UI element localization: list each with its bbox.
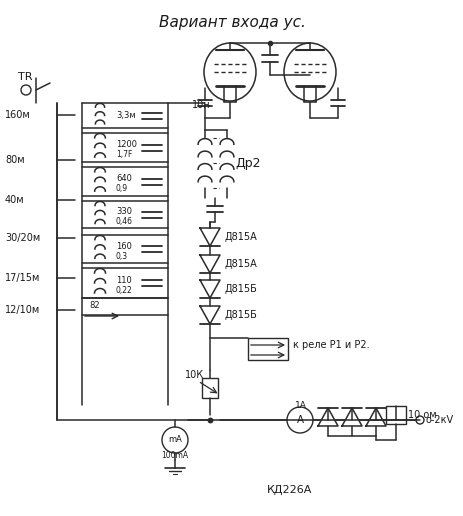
Polygon shape (200, 228, 219, 246)
Text: 100mА: 100mА (161, 452, 188, 460)
Text: 0,22: 0,22 (116, 285, 132, 295)
Text: о-2кV: о-2кV (425, 415, 453, 425)
Text: Вариант входа ус.: Вариант входа ус. (158, 14, 305, 29)
Text: 160: 160 (116, 241, 131, 250)
Text: 0,9: 0,9 (116, 184, 128, 193)
Text: 110: 110 (116, 276, 131, 284)
Polygon shape (341, 408, 361, 426)
Polygon shape (200, 255, 219, 273)
Text: 1,7F: 1,7F (116, 150, 132, 159)
Text: 12/10м: 12/10м (5, 305, 40, 315)
Text: 160м: 160м (5, 110, 31, 120)
Text: mА: mА (168, 436, 181, 444)
Polygon shape (200, 280, 219, 298)
Text: Д815А: Д815А (225, 232, 257, 242)
Text: 640: 640 (116, 174, 131, 183)
Text: Д815Б: Д815Б (225, 310, 257, 320)
Text: 80м: 80м (5, 155, 25, 165)
Text: 0,46: 0,46 (116, 217, 133, 226)
Polygon shape (200, 306, 219, 324)
Text: к реле Р1 и Р2.: к реле Р1 и Р2. (292, 340, 369, 350)
Text: TR: TR (18, 72, 32, 82)
Text: КД226А: КД226А (267, 485, 312, 495)
Polygon shape (317, 408, 337, 426)
Text: 30/20м: 30/20м (5, 233, 40, 243)
Bar (385, 406, 405, 424)
Text: 10н: 10н (192, 100, 210, 110)
Text: 40м: 40м (5, 195, 25, 205)
Text: 3,3м: 3,3м (116, 111, 135, 120)
Text: 1200: 1200 (116, 140, 137, 149)
Text: 17/15м: 17/15м (5, 273, 40, 283)
Text: 10 ом: 10 ом (407, 410, 436, 420)
Text: Дp2: Дp2 (234, 156, 260, 169)
Text: Д815А: Д815А (225, 259, 257, 269)
Text: 0,3: 0,3 (116, 251, 128, 261)
Text: А: А (296, 415, 303, 425)
Text: 330: 330 (116, 207, 131, 216)
Text: 82: 82 (89, 301, 100, 311)
Text: Д815Б: Д815Б (225, 284, 257, 294)
Polygon shape (365, 408, 385, 426)
Bar (201, 378, 218, 398)
Text: 1А: 1А (294, 400, 306, 410)
Bar (247, 338, 288, 360)
Text: 10К: 10К (185, 370, 204, 380)
